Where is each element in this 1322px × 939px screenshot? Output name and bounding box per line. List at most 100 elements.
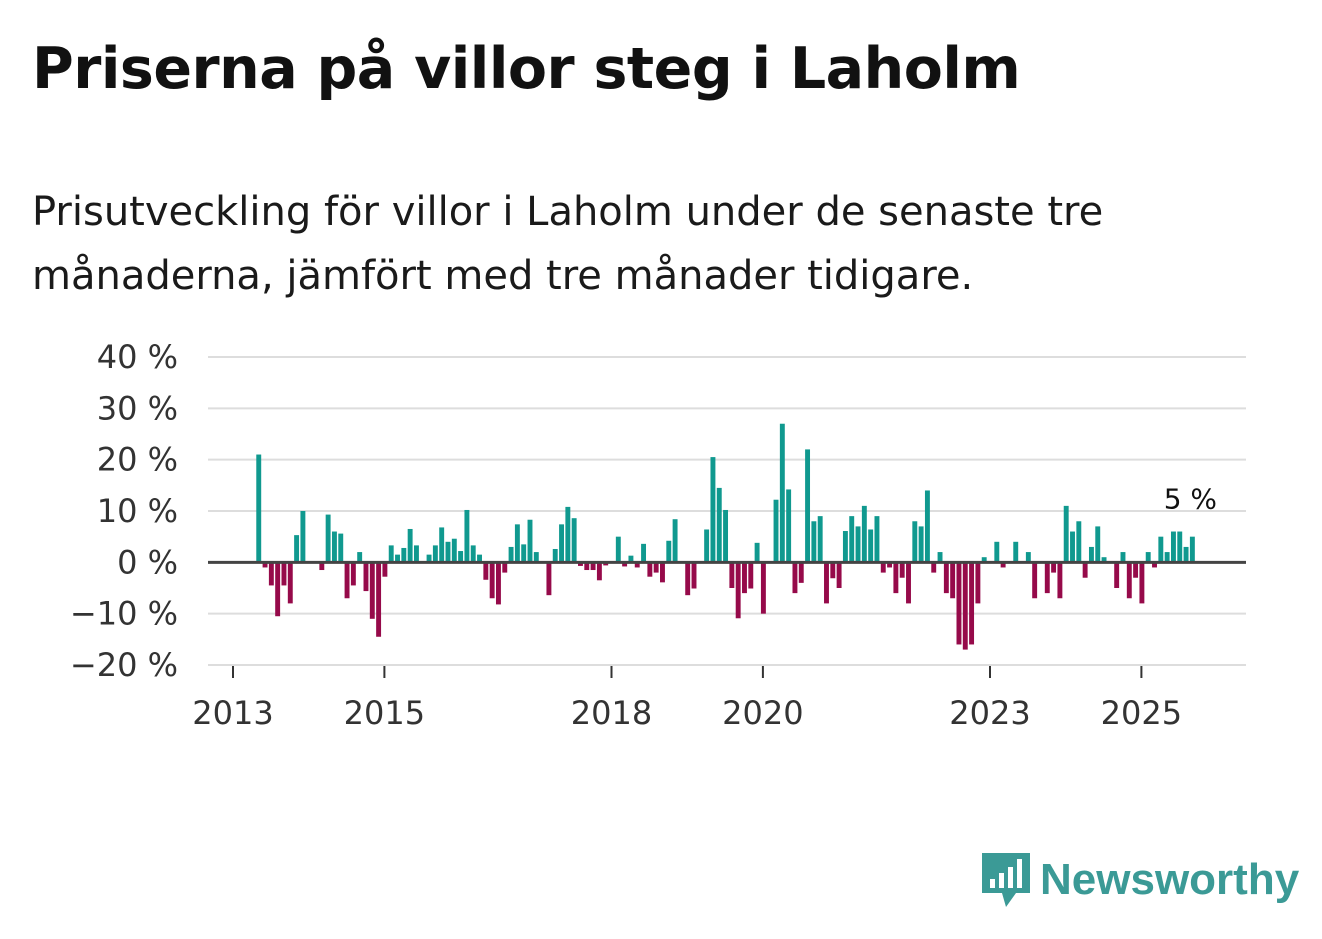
bar — [382, 562, 388, 577]
bar — [552, 548, 558, 563]
x-axis: 2013 2015 2018 2020 2023 2025 — [192, 666, 1182, 732]
newsworthy-logo-icon — [982, 853, 1030, 907]
bar — [426, 554, 432, 563]
bar — [628, 555, 634, 563]
x-tick-label: 2025 — [1101, 694, 1182, 732]
bar — [1120, 552, 1126, 563]
bar — [735, 562, 741, 619]
bar — [615, 536, 621, 563]
bar — [407, 528, 413, 563]
bar — [565, 506, 571, 563]
bar — [294, 535, 300, 563]
y-tick-label: −10 % — [70, 595, 178, 633]
last-value-label: 5 % — [1164, 483, 1217, 516]
bar — [376, 562, 382, 637]
x-tick-label: 2018 — [571, 694, 652, 732]
bar — [969, 562, 975, 645]
bar — [880, 562, 886, 573]
bar — [716, 487, 722, 563]
y-tick-label: 0 % — [117, 543, 178, 581]
bar — [943, 562, 949, 594]
bar — [1082, 562, 1088, 578]
bar — [779, 423, 785, 563]
bar — [350, 562, 356, 586]
bar — [773, 499, 779, 563]
bar — [395, 554, 400, 563]
bar — [401, 547, 407, 563]
bar — [685, 562, 691, 596]
bar — [786, 489, 792, 563]
bar — [868, 529, 874, 563]
bar — [811, 521, 817, 563]
bar — [950, 562, 956, 599]
brand-logo: Newsworthy — [980, 848, 1299, 912]
bar-chart: 40 %30 %20 %10 %0 %−10 %−20 % 2013 2015 20… — [70, 338, 1246, 732]
bar — [1183, 546, 1189, 563]
bar — [729, 562, 735, 588]
bars — [256, 423, 1195, 650]
page-title: Priserna på villor steg i Laholm — [32, 36, 1021, 102]
bar — [672, 519, 678, 563]
bar — [1076, 521, 1082, 563]
bar — [634, 562, 640, 568]
bar — [824, 562, 829, 604]
bar — [653, 562, 659, 573]
bar — [533, 552, 539, 563]
bar — [962, 562, 968, 650]
bar — [647, 562, 653, 577]
bar — [514, 524, 520, 563]
bar — [805, 449, 811, 563]
bar — [388, 545, 394, 563]
bar — [275, 562, 281, 617]
bar — [596, 562, 602, 581]
bar — [489, 562, 495, 599]
bar — [571, 518, 577, 563]
bar — [458, 551, 464, 563]
bar — [344, 562, 350, 599]
bar — [899, 562, 905, 578]
y-tick-label: 40 % — [97, 338, 178, 376]
bar — [1133, 562, 1139, 578]
x-tick-label: 2013 — [192, 694, 273, 732]
bar — [1057, 562, 1063, 599]
bar — [1170, 531, 1176, 563]
bar — [325, 514, 331, 563]
bar — [893, 562, 899, 594]
bar — [363, 562, 369, 592]
bar — [281, 562, 287, 586]
y-axis-labels: 40 % 30 % 20 % 10 % 0 % −10 % −20 % — [70, 338, 178, 684]
bar — [924, 490, 930, 563]
bar — [861, 505, 867, 563]
bar — [521, 544, 527, 563]
bar — [338, 533, 344, 563]
bar — [1070, 531, 1075, 563]
bar — [432, 545, 438, 563]
bar — [477, 554, 482, 563]
bar — [413, 545, 419, 563]
bar — [691, 562, 697, 589]
bar — [527, 519, 533, 563]
bar — [1139, 562, 1145, 604]
y-tick-label: 30 % — [97, 389, 178, 427]
bar — [975, 562, 981, 604]
bar — [287, 562, 293, 604]
bar — [357, 552, 363, 563]
bar — [918, 526, 924, 563]
bar — [704, 529, 710, 563]
bar — [331, 531, 337, 563]
bar — [1044, 562, 1050, 594]
bar — [584, 562, 590, 571]
bar — [906, 562, 911, 604]
bar — [836, 562, 842, 588]
bar — [931, 562, 937, 573]
bar — [1101, 557, 1107, 563]
bar — [994, 541, 1000, 563]
bar — [319, 562, 325, 571]
y-tick-label: 10 % — [97, 492, 178, 530]
bar — [887, 562, 893, 568]
bar — [546, 562, 552, 596]
bar — [792, 562, 798, 594]
brand-name: Newsworthy — [1040, 855, 1300, 904]
bar — [369, 562, 375, 619]
bar — [912, 521, 918, 563]
